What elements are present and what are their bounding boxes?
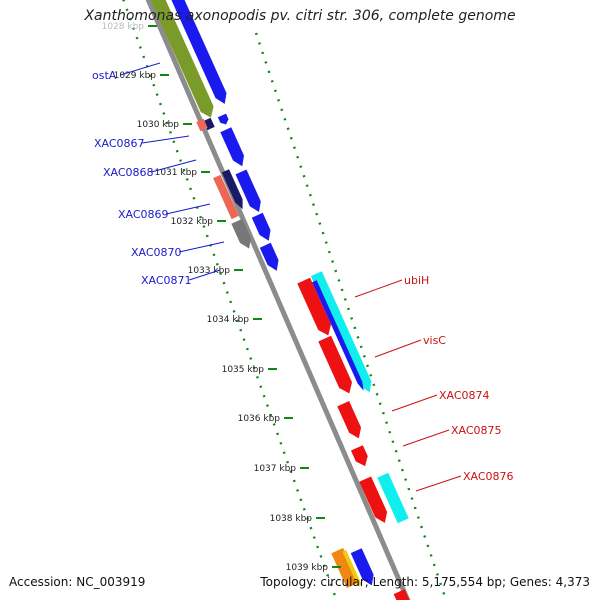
reverse-gene-XAC0874 xyxy=(337,401,362,439)
kbp-tick-label-3: 1031 kbp xyxy=(155,168,198,178)
kbp-tick-label-2: 1030 kbp xyxy=(137,120,180,130)
forward-gene-6 xyxy=(251,212,271,241)
left-label-leader-4 xyxy=(179,241,225,253)
kbp-tick-label-0: 1028 kbp xyxy=(102,22,145,32)
left-label-leader-3 xyxy=(166,203,211,215)
left-label-leader-2 xyxy=(151,159,197,173)
reverse-gene-visC xyxy=(318,335,353,394)
salmon-gene-small xyxy=(196,118,208,132)
forward-gene-4 xyxy=(220,127,244,167)
reverse-gene-bottom xyxy=(393,589,411,600)
left-gene-label-0: ostA xyxy=(92,69,117,82)
kbp-tick-label-7: 1035 kbp xyxy=(222,365,265,375)
left-gene-label-1: XAC0867 xyxy=(94,137,145,150)
left-label-leader-0 xyxy=(120,62,161,76)
salmon-gene xyxy=(213,174,239,220)
kbp-tick-label-4: 1032 kbp xyxy=(171,217,214,227)
kbp-tick-label-6: 1034 kbp xyxy=(207,315,250,325)
left-gene-label-5: XAC0871 xyxy=(141,274,192,287)
backbone-line xyxy=(145,0,411,600)
olive-gene-ostA xyxy=(134,0,214,118)
left-gene-label-2: XAC0868 xyxy=(103,166,154,179)
right-label-leader-2 xyxy=(391,394,438,412)
map-title: Xanthomonas axonopodis pv. citri str. 30… xyxy=(84,8,516,24)
reverse-gene-ubiH xyxy=(297,277,332,336)
accession-text: Accession: NC_003919 xyxy=(9,575,146,589)
right-label-leader-3 xyxy=(402,429,450,447)
forward-gene-5 xyxy=(235,169,261,213)
kbp-tick-label-5: 1033 kbp xyxy=(188,266,231,276)
right-gene-label-1: visC xyxy=(423,334,446,347)
reverse-gene-XAC0876 xyxy=(359,476,388,523)
right-label-leader-1 xyxy=(374,339,422,358)
forward-gene-1 xyxy=(161,0,227,104)
right-label-leader-4 xyxy=(415,475,462,492)
orange-gene xyxy=(331,548,359,588)
kbp-tick-label-8: 1036 kbp xyxy=(238,414,281,424)
left-label-leader-1 xyxy=(142,135,190,144)
forward-gene-8 xyxy=(312,280,364,391)
left-label-leader-5 xyxy=(189,269,221,281)
right-gene-label-3: XAC0875 xyxy=(451,424,502,437)
cyan-gene-2 xyxy=(377,472,409,524)
forward-gene-3 xyxy=(217,113,229,125)
right-gene-label-4: XAC0876 xyxy=(463,470,514,483)
forward-gene-9 xyxy=(350,548,374,586)
kbp-tick-label-1: 1029 kbp xyxy=(114,71,157,81)
right-label-leader-0 xyxy=(354,279,403,298)
gray-gene xyxy=(231,218,251,249)
right-gene-label-2: XAC0874 xyxy=(439,389,490,402)
kbp-tick-label-11: 1039 kbp xyxy=(286,563,329,573)
forward-gene-7 xyxy=(259,242,279,271)
kbp-tick-label-10: 1038 kbp xyxy=(270,514,313,524)
reverse-gene-XAC0875 xyxy=(350,445,368,467)
right-gene-label-0: ubiH xyxy=(404,274,429,287)
left-gene-label-3: XAC0869 xyxy=(118,208,169,221)
genome-summary-text: Topology: circular; Length: 5,175,554 bp… xyxy=(260,575,590,589)
yellow-gene xyxy=(342,549,362,587)
navy-gene xyxy=(221,169,243,210)
left-gene-label-4: XAC0870 xyxy=(131,246,182,259)
kbp-tick-label-9: 1037 kbp xyxy=(254,464,297,474)
